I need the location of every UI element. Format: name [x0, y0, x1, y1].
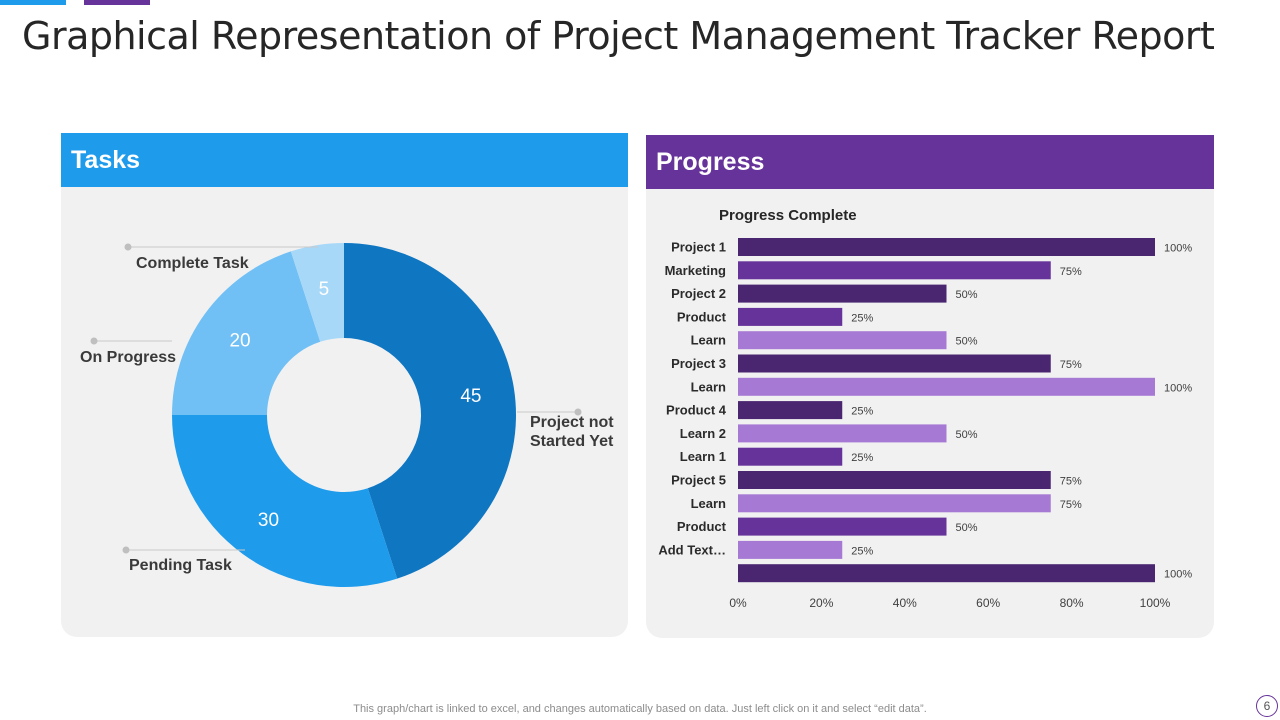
x-tick-label: 0% [729, 596, 747, 610]
footer-note: This graph/chart is linked to excel, and… [353, 703, 927, 715]
x-tick-label: 20% [809, 596, 833, 610]
progress-bar-project-1[interactable] [738, 238, 1155, 256]
progress-panel-header: Progress [646, 135, 1214, 189]
progress-bar-product[interactable] [738, 307, 843, 326]
page-number: 6 [1256, 695, 1278, 717]
bar-value-label: 75% [1060, 266, 1082, 278]
bar-value-label: 75% [1060, 499, 1082, 511]
donut-value-label: 5 [319, 279, 330, 300]
bar-category-label: Learn [691, 379, 726, 394]
progress-bar-learn[interactable] [738, 494, 1051, 513]
progress-bar-product[interactable] [738, 517, 947, 536]
x-tick-label: 60% [976, 596, 1000, 610]
donut-callout-label: Project not [530, 414, 614, 431]
bar-category-label: Project 5 [671, 473, 726, 488]
progress-bar-project-5[interactable] [738, 471, 1051, 489]
bar-category-label: Learn 2 [680, 426, 726, 441]
donut-value-label: 45 [460, 386, 481, 407]
x-tick-label: 80% [1060, 596, 1084, 610]
progress-bar-project-3[interactable] [738, 354, 1051, 373]
donut-callout-complete-task: Complete Task [124, 243, 318, 272]
page-title: Graphical Representation of Project Mana… [22, 14, 1215, 58]
donut-callout-project-not-started-yet: Project not Started Yet [517, 408, 614, 450]
bar-value-label: 75% [1060, 359, 1082, 371]
bar-category-label: Learn [691, 333, 726, 348]
progress-bar-learn[interactable] [738, 331, 947, 350]
progress-bar-unlabeled[interactable] [738, 564, 1155, 583]
bar-value-label: 50% [956, 336, 978, 348]
bar-category-label: Learn 1 [680, 449, 726, 464]
donut-slice-on-progress[interactable] [172, 251, 321, 415]
donut-slice-complete-task[interactable] [290, 243, 344, 342]
donut-callout-on-progress: On Progress [80, 337, 176, 366]
progress-bar-product-4[interactable] [738, 401, 843, 420]
bar-value-label: 50% [956, 522, 978, 534]
donut-callout-label: Complete Task [136, 255, 249, 272]
bar-chart-title: Progress Complete [719, 207, 857, 224]
tasks-panel-header: Tasks [61, 133, 628, 187]
bar-value-label: 25% [851, 312, 873, 324]
bar-value-label: 25% [851, 406, 873, 418]
bar-category-label: Product [677, 309, 727, 324]
progress-bar-learn[interactable] [738, 377, 1155, 396]
bar-value-label: 100% [1164, 243, 1192, 255]
x-tick-label: 100% [1140, 596, 1171, 610]
donut-slice-project-not-started-yet[interactable] [344, 243, 517, 579]
bar-category-label: Project 2 [671, 286, 726, 301]
bar-category-label: Product [677, 519, 727, 534]
bar-value-label: 25% [851, 545, 873, 557]
accent-bar-purple [84, 0, 150, 5]
bar-value-label: 25% [851, 452, 873, 464]
progress-bar-project-2[interactable] [738, 284, 947, 303]
bar-category-label: Marketing [665, 263, 726, 278]
donut-callout-label: Started Yet [530, 433, 614, 450]
bar-value-label: 50% [956, 429, 978, 441]
bar-value-label: 50% [956, 289, 978, 301]
progress-bar-learn-1[interactable] [738, 447, 843, 466]
bar-value-label: 100% [1164, 569, 1192, 581]
donut-slice-pending-task[interactable] [172, 415, 398, 587]
progress-bar-learn-2[interactable] [738, 424, 947, 443]
progress-bar-add-text[interactable] [738, 540, 843, 559]
bar-category-label: Project 1 [671, 240, 726, 255]
x-tick-label: 40% [893, 596, 917, 610]
bar-category-label: Learn [691, 496, 726, 511]
donut-callout-pending-task: Pending Task [122, 546, 245, 574]
donut-callout-label: Pending Task [129, 557, 232, 574]
donut-value-label: 20 [229, 330, 250, 351]
bar-category-label: Project 3 [671, 356, 726, 371]
bar-category-label: Product 4 [666, 403, 727, 418]
bar-value-label: 100% [1164, 382, 1192, 394]
progress-bar-marketing[interactable] [738, 261, 1051, 280]
bar-category-label: Add Text… [658, 542, 726, 557]
donut-callout-label: On Progress [80, 349, 176, 366]
bar-value-label: 75% [1060, 476, 1082, 488]
accent-bar-blue [0, 0, 66, 5]
donut-value-label: 30 [258, 510, 279, 531]
